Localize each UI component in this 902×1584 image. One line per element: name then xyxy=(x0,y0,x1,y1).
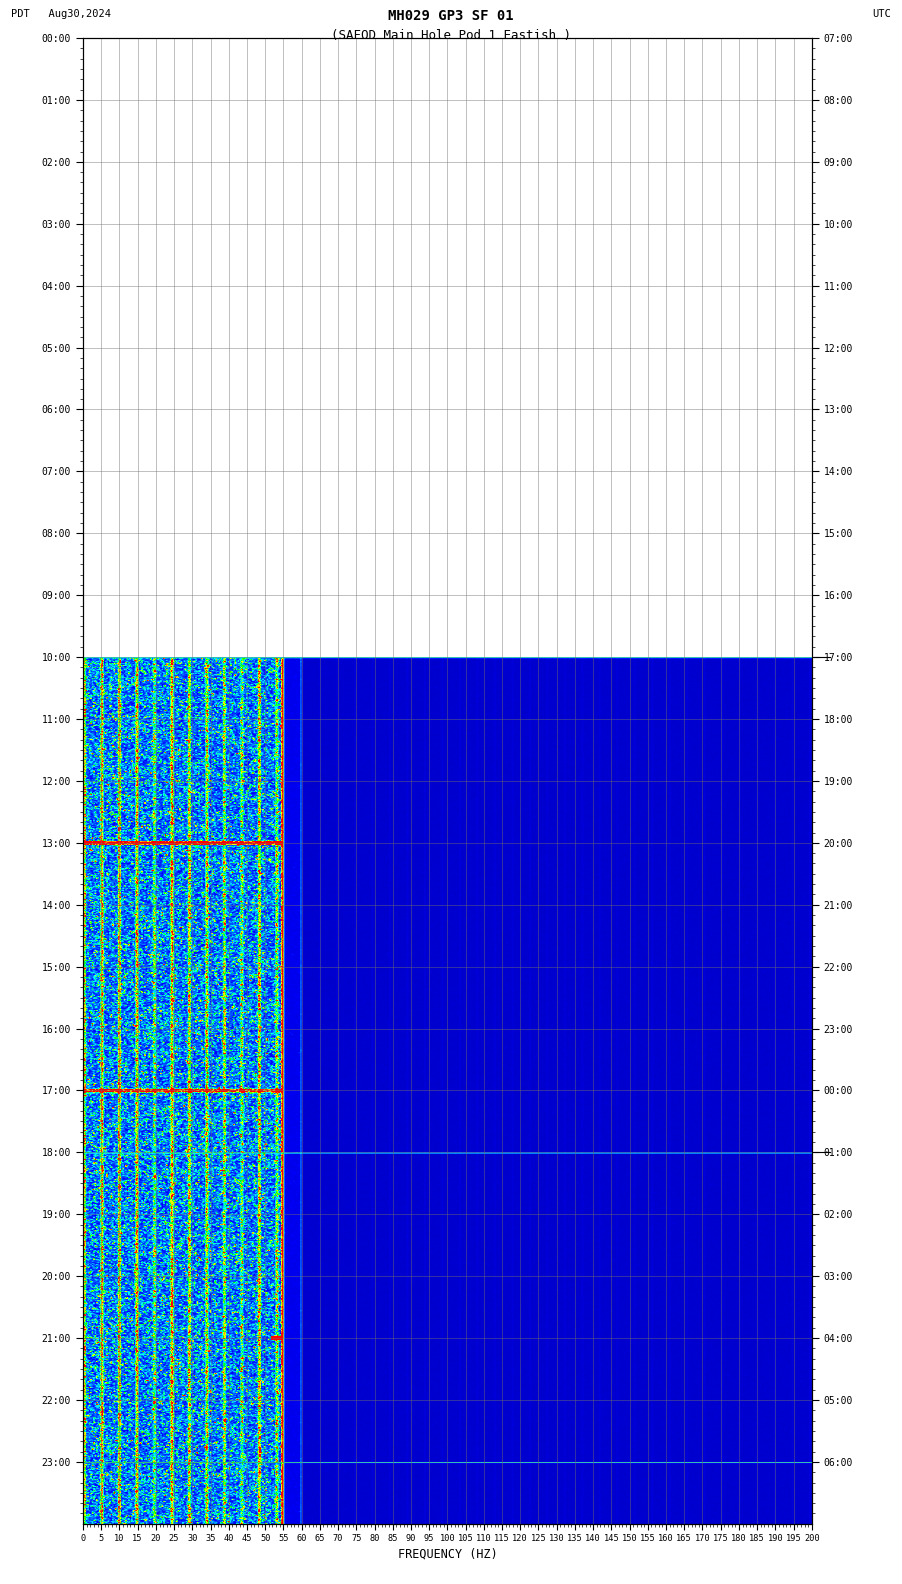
Text: PDT   Aug30,2024: PDT Aug30,2024 xyxy=(11,8,111,19)
X-axis label: FREQUENCY (HZ): FREQUENCY (HZ) xyxy=(398,1548,497,1560)
Text: MH029 GP3 SF 01: MH029 GP3 SF 01 xyxy=(388,8,514,22)
Text: UTC: UTC xyxy=(872,8,891,19)
Text: (SAFOD Main Hole Pod 1 Eastish ): (SAFOD Main Hole Pod 1 Eastish ) xyxy=(331,29,571,41)
